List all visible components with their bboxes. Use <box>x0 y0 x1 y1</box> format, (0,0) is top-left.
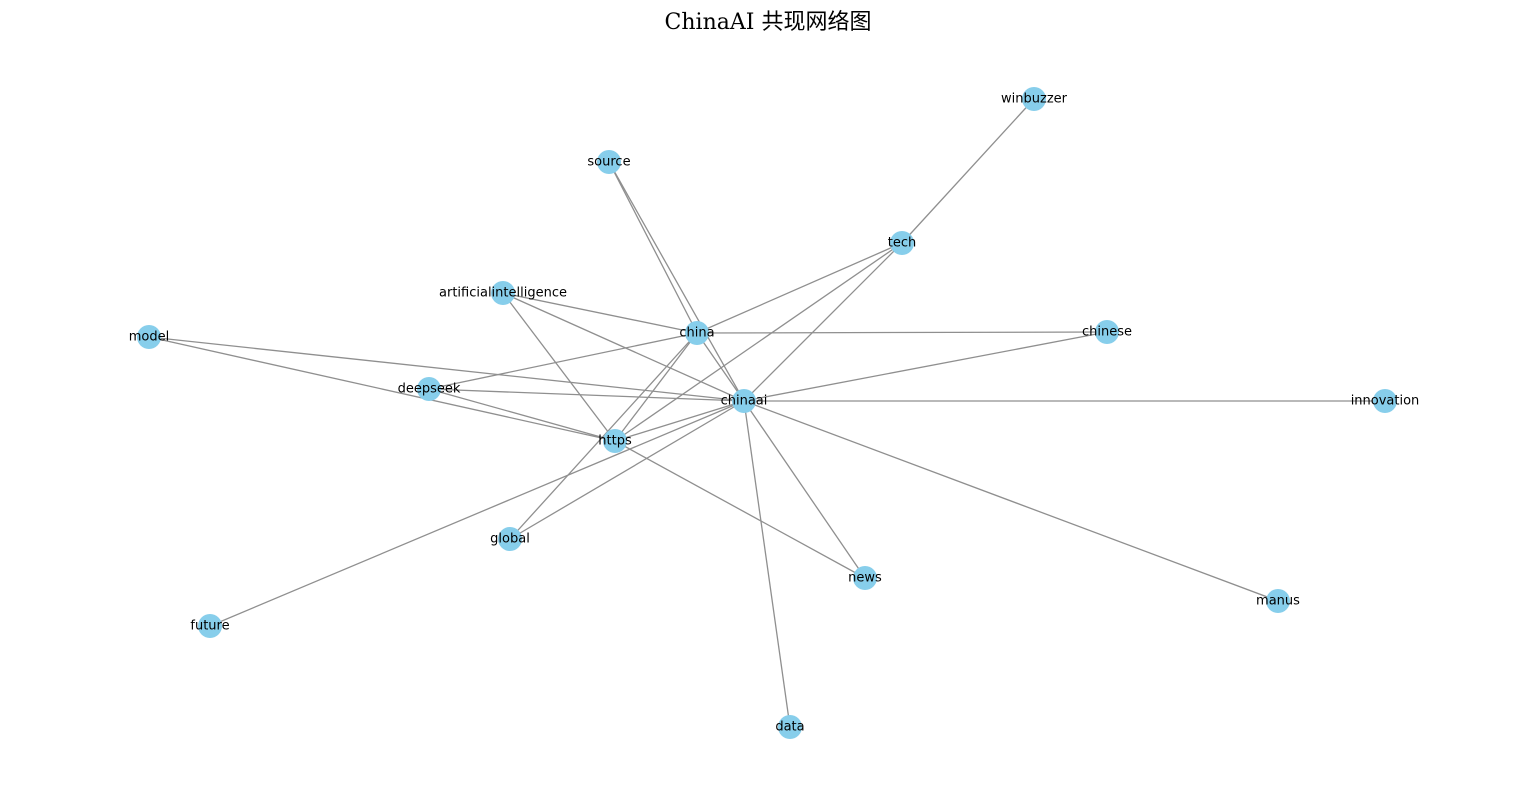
node-chinese: chinese <box>1082 320 1132 344</box>
node-label-winbuzzer: winbuzzer <box>1001 92 1068 107</box>
graph-title: ChinaAI 共现网络图 <box>664 10 872 35</box>
node-circle-future <box>198 614 222 638</box>
edge-chinaai-manus <box>743 400 1279 602</box>
node-winbuzzer: winbuzzer <box>1001 87 1068 111</box>
node-label-deepseek: deepseek <box>398 382 461 397</box>
node-circle-artificialintelligence <box>491 281 515 305</box>
edge-chinaai-tech <box>743 242 903 402</box>
node-label-china: china <box>679 326 714 341</box>
node-tech: tech <box>888 231 916 255</box>
node-label-https: https <box>598 434 632 449</box>
edge-https-model <box>148 336 616 442</box>
node-label-news: news <box>848 571 882 586</box>
edge-chinaai-source <box>608 161 745 402</box>
node-label-manus: manus <box>1256 594 1300 609</box>
edge-https-news <box>614 440 866 579</box>
edge-china-https <box>614 332 698 442</box>
node-circle-tech <box>890 231 914 255</box>
node-circle-deepseek <box>417 377 441 401</box>
edges-group <box>148 98 1385 728</box>
node-label-global: global <box>490 532 530 547</box>
node-circle-news <box>853 566 877 590</box>
node-manus: manus <box>1256 589 1300 613</box>
node-source: source <box>587 150 631 174</box>
node-label-chinaai: chinaai <box>721 394 768 409</box>
node-circle-source <box>597 150 621 174</box>
node-global: global <box>490 527 530 551</box>
edge-china-chinese <box>696 331 1108 334</box>
edge-china-source <box>608 161 698 334</box>
node-deepseek: deepseek <box>398 377 461 401</box>
node-news: news <box>848 566 882 590</box>
edge-https-artificialintelligence <box>502 292 616 442</box>
node-artificialintelligence: artificialintelligence <box>439 281 567 305</box>
edge-china-artificialintelligence <box>502 292 698 334</box>
edge-chinaai-global <box>509 400 745 540</box>
node-label-artificialintelligence: artificialintelligence <box>439 286 567 301</box>
node-future: future <box>190 614 230 638</box>
edge-china-tech <box>696 242 903 334</box>
edge-chinaai-news <box>743 400 866 579</box>
edge-chinaai-deepseek <box>428 388 745 402</box>
node-circle-china <box>685 321 709 345</box>
node-circle-global <box>498 527 522 551</box>
edge-https-deepseek <box>428 388 616 442</box>
edge-chinaai-https <box>614 400 745 442</box>
node-circle-innovation <box>1373 389 1397 413</box>
edge-chinaai-data <box>743 400 791 728</box>
node-chinaai: chinaai <box>721 389 768 413</box>
node-china: china <box>679 321 715 345</box>
node-circle-winbuzzer <box>1022 87 1046 111</box>
edge-china-global <box>509 332 698 540</box>
edge-china-deepseek <box>428 332 698 390</box>
node-circle-model <box>137 325 161 349</box>
node-label-future: future <box>190 619 229 634</box>
node-circle-chinese <box>1095 320 1119 344</box>
node-circle-chinaai <box>732 389 756 413</box>
edge-chinaai-future <box>209 400 745 627</box>
node-label-data: data <box>775 720 804 735</box>
nodes-group: chinaai china https deepseek artificialintel… <box>129 87 1420 739</box>
edge-chinaai-chinese <box>743 331 1108 402</box>
node-circle-data <box>778 715 802 739</box>
edge-chinaai-artificialintelligence <box>502 292 745 402</box>
node-innovation: innovation <box>1351 389 1420 413</box>
node-https: https <box>598 429 632 453</box>
node-model: model <box>129 325 169 349</box>
edge-tech-winbuzzer <box>901 98 1035 244</box>
edge-chinaai-china <box>696 332 745 402</box>
edge-https-tech <box>614 242 903 442</box>
node-label-innovation: innovation <box>1351 394 1420 409</box>
node-label-chinese: chinese <box>1082 325 1132 340</box>
node-circle-manus <box>1266 589 1290 613</box>
node-label-source: source <box>587 155 630 170</box>
node-data: data <box>775 715 805 739</box>
node-label-model: model <box>129 330 169 345</box>
node-circle-https <box>603 429 627 453</box>
node-label-tech: tech <box>888 236 916 251</box>
